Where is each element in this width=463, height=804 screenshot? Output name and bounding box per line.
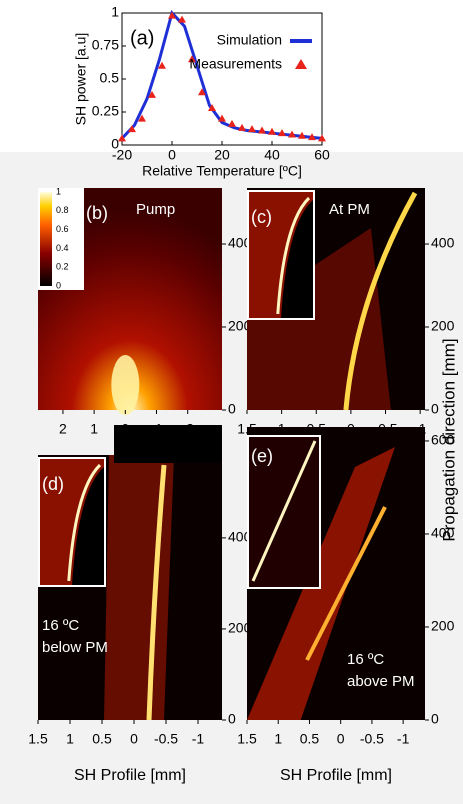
inset-trace (251, 440, 317, 582)
x-tick-label: 40 (264, 147, 280, 163)
y-tick-label: 0.25 (92, 103, 119, 119)
annotation: 16 ºC (347, 651, 384, 668)
colorbar-tick-label: 0.8 (56, 205, 69, 215)
x-tick-label: 20 (214, 147, 230, 163)
data-point (188, 55, 196, 63)
inset-shadow (281, 200, 313, 318)
shared-y-label: Propagation direction [mm] (439, 338, 458, 541)
data-point (158, 61, 166, 69)
y-tick-label: 400 (431, 525, 455, 541)
x-tick-label: 0.5 (92, 731, 112, 747)
x-tick-label: 0.5 (300, 731, 320, 747)
x-tick-label: -0.5 (360, 731, 384, 747)
data-point (118, 134, 126, 142)
annotation: below PM (42, 639, 108, 656)
data-point (148, 90, 156, 98)
data-point (208, 104, 216, 112)
data-point (258, 126, 266, 134)
data-point (168, 11, 176, 19)
x-tick-label: 0 (168, 147, 176, 163)
annotation: above PM (347, 673, 415, 690)
x-axis-label: Relative Temperature [ºC] (142, 163, 302, 179)
x-tick-label: 1 (274, 731, 282, 747)
colorbar-tick-label: 1 (56, 186, 61, 196)
x-tick-label: -1 (192, 731, 205, 747)
x-tick-label: 1.5 (28, 731, 48, 747)
y-tick-label: 1 (111, 4, 119, 20)
x-tick-label: -1 (397, 731, 410, 747)
data-point (178, 15, 186, 23)
data-point (298, 131, 306, 139)
data-point (218, 114, 226, 122)
y-tick-label: 600 (431, 432, 455, 448)
y-tick-label: 0 (228, 711, 236, 727)
x-axis-label: SH Profile [mm] (74, 767, 186, 784)
data-point (128, 125, 136, 133)
x-tick-label: 60 (314, 147, 330, 163)
legend-label: Measurements (189, 56, 282, 72)
beam-trace (305, 506, 387, 661)
data-point (268, 127, 276, 135)
annotation: At PM (329, 201, 370, 218)
inset-trace (276, 196, 311, 315)
data-point (308, 133, 316, 141)
y-axis-label: SH power [a.u] (73, 33, 89, 126)
data-point (138, 114, 146, 122)
data-point (238, 123, 246, 131)
inset-shadow (72, 467, 104, 585)
y-tick-label: 200 (228, 318, 252, 334)
beam-core (111, 355, 140, 415)
interference-band (104, 455, 174, 720)
x-tick-label: -20 (112, 147, 132, 163)
x-tick-label: 0 (130, 731, 138, 747)
y-tick-label: 0 (228, 401, 236, 417)
colorbar-tick-label: 0.6 (56, 224, 69, 234)
x-tick-label: -0.5 (154, 731, 178, 747)
colorbar-tick-label: 0.2 (56, 262, 69, 272)
y-tick-label: 200 (228, 620, 252, 636)
x-tick-label: 1 (66, 731, 74, 747)
panel-label: (e) (251, 446, 273, 466)
y-tick-label: 200 (431, 318, 455, 334)
legend-label: Simulation (217, 32, 282, 48)
y-tick-label: 400 (228, 529, 252, 545)
beam-trace (343, 191, 418, 411)
inset-trace (67, 463, 102, 582)
y-tick-label: 0.5 (100, 70, 120, 86)
y-tick-label: 0 (431, 401, 439, 417)
data-point (278, 129, 286, 137)
panel-label: (b) (86, 203, 108, 223)
data-point (248, 125, 256, 133)
x-tick-label: 1.5 (237, 731, 257, 747)
panel-label: (a) (130, 27, 154, 49)
x-tick-label: 0 (337, 731, 345, 747)
x-tick-label: 2 (59, 421, 67, 437)
legend-swatch (295, 59, 307, 69)
y-tick-label: 400 (228, 235, 252, 251)
series-line (120, 10, 323, 140)
clipped-region (114, 425, 222, 463)
colorbar-tick-label: 0 (56, 280, 61, 290)
annotation: 16 ºC (42, 617, 79, 634)
data-point (198, 88, 206, 96)
y-tick-label: 200 (431, 618, 455, 634)
interference-band (247, 228, 391, 410)
beam-trace (146, 464, 167, 721)
panel-label: (c) (251, 207, 272, 227)
y-tick-label: 0.75 (92, 37, 119, 53)
annotation: Pump (136, 201, 175, 218)
x-axis-label: SH Profile [mm] (280, 767, 392, 784)
y-tick-label: 0 (431, 711, 439, 727)
colorbar (40, 192, 52, 286)
y-tick-label: 400 (431, 235, 455, 251)
x-tick-label: 1 (90, 421, 98, 437)
data-point (228, 119, 236, 127)
colorbar-tick-label: 0.4 (56, 243, 69, 253)
panel-label: (d) (42, 474, 64, 494)
y-tick-label: 0 (111, 136, 119, 152)
data-point (288, 130, 296, 138)
data-point (318, 134, 326, 142)
